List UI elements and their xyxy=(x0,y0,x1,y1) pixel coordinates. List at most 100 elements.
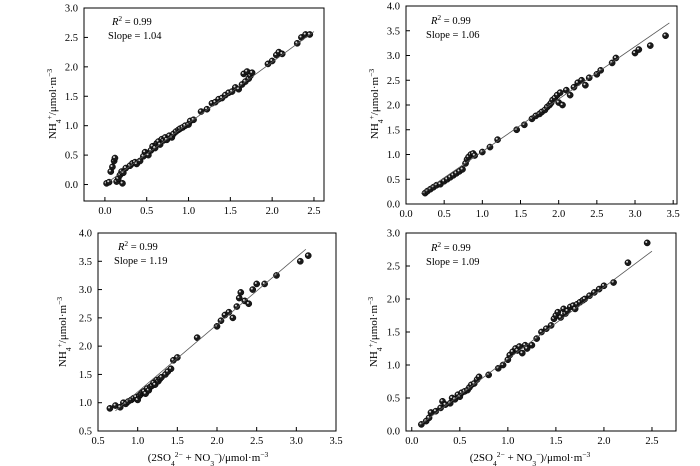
data-point-highlight xyxy=(262,282,265,285)
y-tick-label: 3.0 xyxy=(387,51,400,62)
svg-text:R2 = 0.99: R2 = 0.99 xyxy=(430,240,471,255)
x-tick-label: 1.0 xyxy=(476,209,489,220)
data-point-highlight xyxy=(592,290,595,293)
data-point-highlight xyxy=(582,297,585,300)
r2-symbol: R xyxy=(111,17,119,28)
data-point-highlight xyxy=(544,326,547,329)
data-point-highlight xyxy=(120,181,123,184)
data-point-highlight xyxy=(227,310,229,313)
data-point-highlight xyxy=(575,80,578,83)
data-point-highlight xyxy=(156,139,159,142)
data-point-highlight xyxy=(450,396,453,399)
data-point-highlight xyxy=(427,415,430,418)
fit-line xyxy=(421,22,670,194)
data-point-highlight xyxy=(517,344,520,347)
x-axis: 0.0 0.5 1.0 1.5 2.0 2.5 xyxy=(405,427,659,447)
data-point-highlight xyxy=(510,349,513,352)
data-point-highlight xyxy=(250,70,253,73)
data-point-highlight xyxy=(246,301,249,304)
data-point-highlight xyxy=(307,32,310,35)
data-point-highlight xyxy=(205,107,208,110)
data-point xyxy=(559,101,566,109)
svg-text:R2 = 0.99: R2 = 0.99 xyxy=(430,13,471,28)
data-point-highlight xyxy=(223,313,226,316)
data-point-highlight xyxy=(171,358,174,361)
r2-symbol: R xyxy=(117,242,125,253)
regression-line xyxy=(421,22,670,194)
y-tick-label: 0.0 xyxy=(65,180,78,191)
svg-text:R2 = 0.99: R2 = 0.99 xyxy=(117,239,158,254)
y-tick-label: 3.0 xyxy=(387,229,400,240)
y-tick-label: 3.5 xyxy=(79,257,92,268)
r2-value: = 0.99 xyxy=(122,17,152,28)
data-point-highlight xyxy=(520,351,523,354)
x-axis: 0.5 1.0 1.5 2.0 2.5 3.0 3.5 xyxy=(91,427,343,447)
data-point xyxy=(106,405,114,412)
y-tick-label: 4.0 xyxy=(79,229,92,240)
scatter-panel-bottom-left: 0.5 1.0 1.5 2.0 2.5 3.0 3.5 0.5 1.0 1.5 2.0 2.5 3.0… xyxy=(55,229,343,466)
y-tick-label: 2.5 xyxy=(387,262,400,273)
data-point-highlight xyxy=(223,93,226,96)
data-point-highlight xyxy=(245,69,248,72)
data-point-highlight xyxy=(433,409,436,412)
data-point-highlight xyxy=(561,307,564,309)
data-point-highlight xyxy=(150,144,153,147)
data-point-highlight xyxy=(230,315,233,318)
data-point-highlight xyxy=(558,315,561,318)
r2-superscript: 2 xyxy=(437,13,441,22)
x-tick-label: 1.0 xyxy=(131,436,144,447)
data-point-highlight xyxy=(108,169,111,172)
x-tick-label: 2.5 xyxy=(250,436,263,447)
x-tick-label: 0.5 xyxy=(453,436,466,447)
data-point-highlight xyxy=(572,85,575,88)
x-tick-label: 1.0 xyxy=(501,436,514,447)
data-point-highlight xyxy=(266,61,269,64)
data-point xyxy=(533,335,541,342)
x-tick-label: 0.5 xyxy=(91,436,104,447)
r2-value: = 0.99 xyxy=(128,242,158,253)
data-point-highlight xyxy=(495,137,498,140)
r2-superscript: 2 xyxy=(118,14,122,23)
data-point-highlight xyxy=(648,43,651,46)
data-point-highlight xyxy=(141,154,144,157)
data-point xyxy=(253,280,261,288)
y-tick-label: 3.0 xyxy=(79,285,92,296)
regression-line xyxy=(115,248,307,412)
data-point xyxy=(109,163,116,171)
y-tick-label: 2.5 xyxy=(65,33,78,44)
slope-label: Slope = 1.19 xyxy=(114,256,167,267)
data-point-highlight xyxy=(429,410,432,413)
data-point xyxy=(635,46,643,53)
x-tick-label: 3.0 xyxy=(290,436,303,447)
data-point-highlight xyxy=(143,391,146,394)
data-point-highlight xyxy=(645,241,648,243)
y-tick-label: 0.0 xyxy=(387,427,400,438)
y-tick-label: 3.5 xyxy=(387,26,400,37)
data-point xyxy=(237,289,245,296)
data-point-highlight xyxy=(243,79,246,82)
svg-text:R2 = 0.99: R2 = 0.99 xyxy=(111,14,152,29)
data-point-highlight xyxy=(579,78,582,81)
data-point-highlight xyxy=(451,173,454,176)
data-point-highlight xyxy=(169,366,172,369)
data-point-highlight xyxy=(602,283,605,286)
y-tick-label: 0.5 xyxy=(65,151,78,162)
data-point-highlight xyxy=(438,182,441,185)
x-tick-label: 0.0 xyxy=(98,206,111,217)
data-point-highlight xyxy=(210,101,213,104)
data-point-highlight xyxy=(188,119,191,122)
data-point-highlight xyxy=(539,330,542,333)
y-tick-label: 1.0 xyxy=(65,121,78,132)
fit-line xyxy=(108,31,315,182)
data-point-highlight xyxy=(143,150,146,153)
r2-symbol: R xyxy=(430,243,438,254)
data-point-highlight xyxy=(558,90,561,93)
y-axis: 0.0 0.5 1.0 1.5 2.0 2.5 3.0 xyxy=(65,4,88,191)
data-point-highlight xyxy=(460,167,463,170)
data-point-highlight xyxy=(183,123,186,126)
x-axis: 0.0 0.5 1.0 1.5 2.0 2.5 3.0 3.5 xyxy=(399,200,680,220)
y-tick-label: 1.0 xyxy=(387,361,400,372)
r2-value: = 0.99 xyxy=(441,243,471,254)
r2-symbol: R xyxy=(430,16,438,27)
data-point-highlight xyxy=(108,406,110,409)
